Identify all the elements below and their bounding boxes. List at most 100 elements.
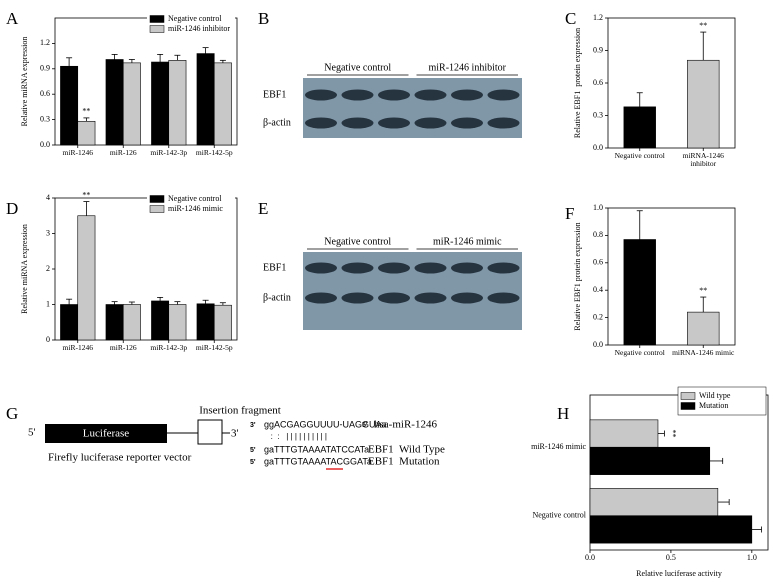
panel-letter: H — [557, 404, 569, 423]
plot-frame — [54, 17, 238, 146]
vector-caption: Firefly luciferase reporter vector — [48, 452, 192, 464]
bar — [60, 304, 79, 341]
seq-name: EBF1 Mutation — [368, 456, 440, 468]
y-axis-label: Relative EBF1 protein expression — [573, 28, 582, 138]
panel-letter: A — [6, 9, 19, 28]
blot-band — [451, 262, 483, 274]
y-tick-label: 0.3 — [593, 110, 603, 119]
blot-band — [378, 262, 410, 274]
significance-label: ** — [699, 286, 707, 295]
category-label-box: Negative control — [615, 152, 665, 160]
y-tick-label: miR-1246 mimic — [531, 442, 586, 451]
x-tick-label: miRNA-1246 inhibitor — [682, 152, 724, 169]
blot-membrane — [303, 252, 522, 330]
bar — [589, 488, 719, 517]
panel-letter: D — [6, 199, 18, 218]
blot-band — [305, 89, 337, 101]
x-tick-label: miR-1246 — [62, 149, 93, 157]
bar — [196, 53, 215, 146]
legend-label: Negative control — [168, 14, 222, 23]
blot-band — [305, 117, 337, 129]
blot-group-label: Negative control — [324, 236, 391, 247]
panel-letter: C — [565, 9, 576, 28]
legend-label: miR-1246 mimic — [168, 204, 223, 213]
category-label-box: miR-1246 — [63, 344, 93, 352]
blot-band — [487, 117, 520, 129]
y-tick-label: 0.8 — [593, 230, 603, 239]
y-tick-label: 0.0 — [593, 143, 603, 152]
y-tick-label: 0.4 — [593, 285, 603, 294]
blot-band — [378, 89, 410, 101]
category-label-box: miRNA-1246 mimic — [672, 349, 734, 357]
category-label-box: miR-126 — [109, 344, 137, 352]
plot-frame — [607, 207, 736, 346]
panel-letter: F — [565, 204, 574, 223]
y-tick-label: 1.0 — [593, 203, 603, 212]
seq-name: hsa-miR-1246 — [374, 419, 437, 431]
bar — [105, 59, 124, 146]
y-tick-label: 1 — [46, 299, 50, 308]
y-axis-label: Relative EBF1 protein expression — [573, 222, 582, 330]
bar — [589, 446, 711, 475]
legend-label: miR-1246 inhibitor — [168, 24, 230, 33]
blot-band — [341, 89, 374, 101]
category-label-box: miR-142-5p — [196, 149, 233, 157]
panel-letter: B — [258, 9, 269, 28]
category-label-box: miR-142-3p — [150, 149, 187, 157]
y-tick-label: 0.3 — [40, 114, 50, 123]
bar — [77, 120, 96, 146]
bar — [60, 65, 79, 146]
blot-band — [487, 292, 520, 304]
bar — [168, 60, 187, 146]
x-axis-label: Relative luciferase activity — [636, 569, 722, 578]
bar — [122, 304, 141, 341]
blot-band — [305, 292, 337, 304]
y-tick-label: 0.0 — [593, 340, 603, 349]
legend-label: Negative control — [168, 194, 222, 203]
vector-five-prime: 5' — [28, 427, 36, 439]
insert-box — [197, 419, 223, 445]
seq-end: 5' — [362, 422, 368, 429]
x-tick-label: miR-126 — [109, 344, 137, 352]
bar — [196, 303, 215, 341]
y-tick-label: 1.2 — [593, 13, 603, 22]
blot-band — [414, 89, 447, 101]
y-tick-label: 0.9 — [40, 64, 50, 73]
legend-swatch — [149, 15, 165, 23]
category-label-box: miR-142-5p — [196, 344, 233, 352]
y-tick-label: 0.2 — [593, 312, 603, 321]
blot-band — [341, 117, 374, 129]
blot-band — [451, 292, 483, 304]
x-tick-label: 0.0 — [585, 553, 595, 562]
seq-end: 5' — [250, 459, 256, 466]
sequence: ggACGAGGUUUU-UAGGUAa — [264, 419, 387, 429]
bar — [589, 515, 753, 544]
x-tick-label: 0.5 — [666, 553, 676, 562]
category-label-box: miR-126 — [110, 149, 137, 157]
panel-letter: G — [6, 404, 18, 423]
sequence: gaTTTGTAAAATATCCATa — [264, 444, 369, 454]
vector-three-prime: 3' — [231, 428, 239, 440]
blot-group-label: miR-1246 inhibitor — [429, 62, 507, 73]
y-tick-label: 1.2 — [40, 38, 50, 47]
y-tick-label: 0 — [46, 335, 50, 344]
legend-label: Mutation — [699, 401, 728, 410]
y-axis-label: Relative miRNA expression — [20, 224, 29, 314]
y-tick-label: 0.6 — [593, 78, 603, 87]
legend-swatch — [680, 402, 696, 410]
bar — [105, 304, 124, 341]
legend-box — [677, 386, 767, 416]
blot-membrane — [303, 78, 522, 138]
y-axis-label: Relative miRNA expression — [20, 37, 29, 127]
blot-band — [341, 292, 374, 304]
pairing: : : | | | | | | | | | | — [264, 432, 327, 441]
y-tick-label: 0.9 — [593, 45, 603, 54]
blot-band — [451, 89, 483, 101]
legend-swatch — [149, 25, 165, 33]
bar — [213, 62, 232, 146]
significance-label: ** — [82, 190, 90, 199]
legend-swatch — [680, 392, 696, 400]
bar — [623, 239, 656, 346]
insert-label: Insertion fragment — [199, 405, 281, 417]
bar — [168, 304, 187, 341]
